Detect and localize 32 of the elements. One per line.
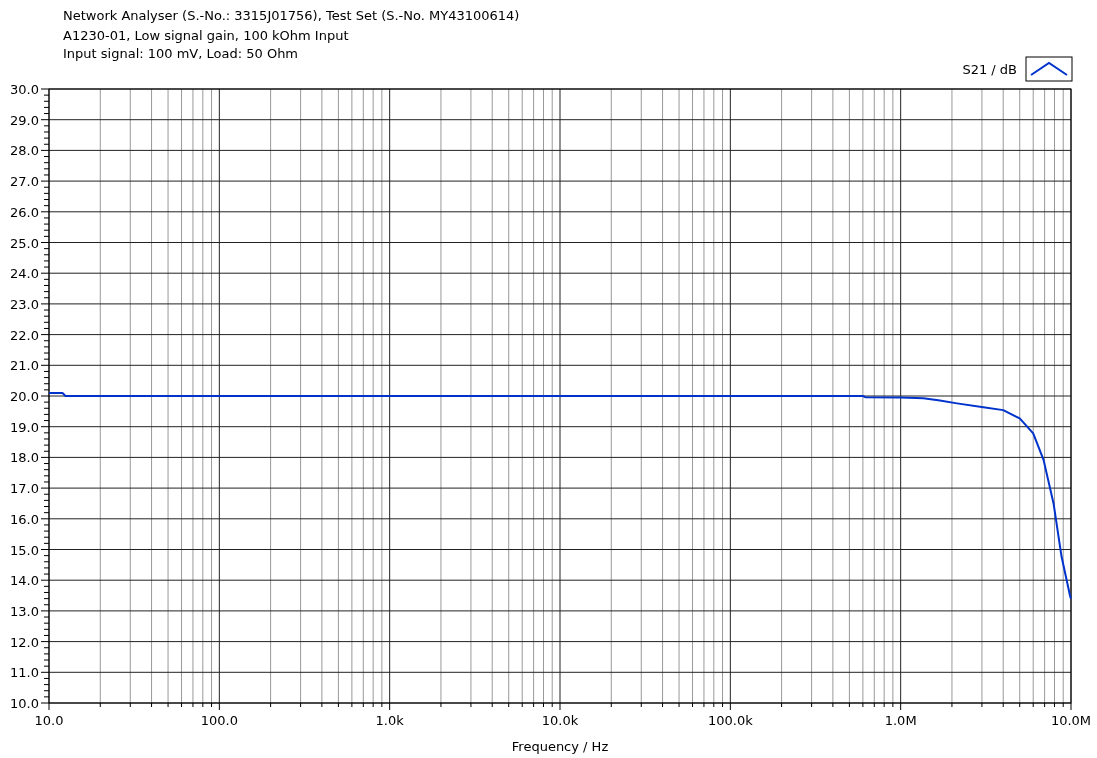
y-tick-label: 27.0 <box>10 174 39 190</box>
x-tick-label: 1.0M <box>884 713 917 728</box>
y-tick-label: 30.0 <box>10 82 39 97</box>
x-tick-label: 10.0 <box>34 713 64 728</box>
y-tick-label: 10.0 <box>10 696 39 711</box>
y-tick-label: 29.0 <box>10 112 39 128</box>
y-tick-label: 26.0 <box>10 204 39 220</box>
y-tick-label: 14.0 <box>10 573 39 589</box>
x-axis-title: Frequency / Hz <box>511 739 609 754</box>
x-tick-label: 1.0k <box>375 713 405 728</box>
y-tick-label: 16.0 <box>10 511 39 527</box>
y-tick-label: 28.0 <box>10 143 39 159</box>
y-tick-label: 15.0 <box>10 542 39 558</box>
x-tick-label: 100.0 <box>200 713 238 728</box>
y-tick-label: 11.0 <box>10 665 39 681</box>
y-tick-label: 19.0 <box>10 419 39 435</box>
chart-title: Network Analyser (S.-No.: 3315J01756), Test Set (S.-No. MY43100614) <box>63 8 520 23</box>
x-tick-label: 100.0k <box>707 713 754 728</box>
y-tick-label: 24.0 <box>10 266 39 282</box>
y-tick-label: 22.0 <box>10 327 39 343</box>
y-tick-label: 21.0 <box>10 358 39 374</box>
legend-label: S21 / dB <box>962 62 1017 77</box>
y-tick-label: 25.0 <box>10 235 39 251</box>
chart-subtitle: A1230-01, Low signal gain, 100 kOhm Input Input signal: 100 mV, Load: 50 Ohm <box>63 28 349 61</box>
y-tick-label: 17.0 <box>10 481 39 497</box>
x-tick-label: 10.0M <box>1050 713 1092 728</box>
y-tick-label: 12.0 <box>10 634 39 650</box>
y-tick-label: 20.0 <box>10 389 39 404</box>
y-tick-label: 18.0 <box>10 450 39 466</box>
y-tick-label: 23.0 <box>10 296 39 312</box>
y-tick-label: 13.0 <box>10 603 39 619</box>
x-tick-label: 10.0k <box>541 713 579 728</box>
